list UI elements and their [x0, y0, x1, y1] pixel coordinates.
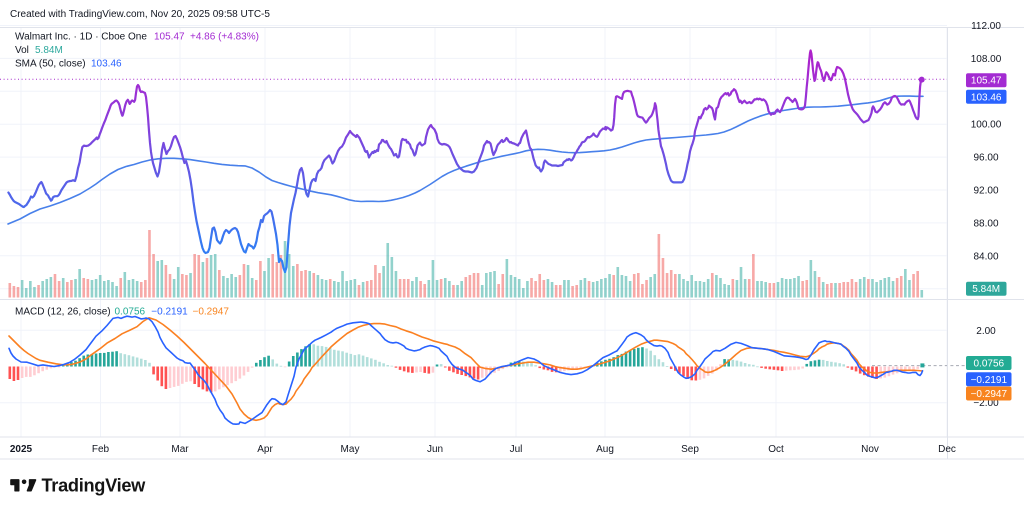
svg-text:−0.2947: −0.2947 [193, 307, 230, 318]
svg-text:103.46: 103.46 [91, 59, 122, 70]
svg-text:88.00: 88.00 [973, 218, 998, 229]
svg-text:103.46: 103.46 [971, 92, 1002, 103]
svg-text:−2.00: −2.00 [973, 398, 999, 409]
svg-text:Jun: Jun [427, 444, 443, 455]
svg-text:Created with TradingView.com,: Created with TradingView.com, Nov 20, 20… [10, 9, 270, 20]
svg-text:108.00: 108.00 [971, 54, 1002, 65]
svg-text:MACD (12, 26, close): MACD (12, 26, close) [15, 307, 111, 318]
svg-text:−0.2191: −0.2191 [151, 307, 188, 318]
svg-text:TradingView: TradingView [42, 476, 147, 496]
svg-text:Sep: Sep [681, 444, 699, 455]
svg-text:May: May [341, 444, 360, 455]
svg-text:−0.2947: −0.2947 [971, 389, 1008, 400]
svg-text:2025: 2025 [10, 444, 33, 455]
svg-text:2.00: 2.00 [976, 326, 996, 337]
svg-text:0.0756: 0.0756 [974, 359, 1005, 370]
svg-text:Vol: Vol [15, 45, 29, 56]
svg-text:Feb: Feb [92, 444, 110, 455]
svg-text:0.0756: 0.0756 [115, 307, 146, 318]
svg-text:5.84M: 5.84M [972, 284, 1000, 295]
svg-text:Mar: Mar [171, 444, 189, 455]
svg-text:96.00: 96.00 [973, 153, 998, 164]
svg-text:SMA (50, close): SMA (50, close) [15, 59, 86, 70]
svg-text:Walmart Inc. · 1D · Cboe One: Walmart Inc. · 1D · Cboe One [15, 32, 147, 43]
svg-text:105.47: 105.47 [154, 32, 185, 43]
svg-text:105.47: 105.47 [971, 76, 1002, 87]
svg-text:84.00: 84.00 [973, 251, 998, 262]
svg-text:Dec: Dec [938, 444, 956, 455]
svg-text:Jul: Jul [510, 444, 523, 455]
svg-text:Nov: Nov [861, 444, 879, 455]
svg-text:+4.86 (+4.83%): +4.86 (+4.83%) [190, 32, 259, 43]
svg-text:Apr: Apr [257, 444, 273, 455]
svg-text:−0.2191: −0.2191 [971, 375, 1008, 386]
svg-text:112.00: 112.00 [971, 21, 1001, 32]
svg-text:Aug: Aug [596, 444, 614, 455]
svg-text:Oct: Oct [768, 444, 784, 455]
svg-text:5.84M: 5.84M [35, 45, 63, 56]
svg-text:100.00: 100.00 [971, 120, 1002, 131]
svg-text:92.00: 92.00 [973, 186, 998, 197]
